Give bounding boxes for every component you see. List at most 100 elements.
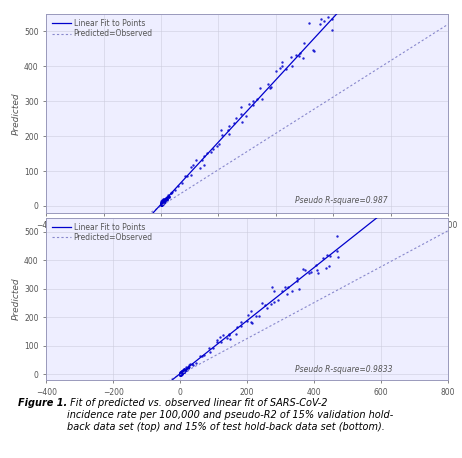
Point (158, 201, 166, 208)
Point (161, 196, 168, 204)
Point (178, 369, 185, 376)
Point (165, 193, 172, 201)
Point (178, 368, 185, 376)
Point (158, 202, 165, 209)
Point (158, 198, 165, 206)
Point (163, 194, 170, 202)
Point (159, 200, 167, 207)
Point (179, 367, 187, 374)
Point (160, 197, 167, 205)
Point (181, 368, 188, 375)
Point (177, 369, 184, 376)
Point (178, 368, 186, 375)
Point (176, 370, 184, 377)
Point (178, 370, 185, 377)
Point (225, 131, 232, 138)
Point (180, 367, 188, 374)
Point (268, 284, 276, 291)
Point (223, 335, 231, 342)
Point (333, 247, 340, 254)
Point (313, 266, 321, 273)
Point (334, 232, 341, 239)
Point (282, 65, 290, 72)
Point (158, 199, 165, 206)
Point (267, 84, 274, 91)
Point (219, 332, 227, 339)
Point (158, 200, 165, 207)
Point (176, 371, 183, 379)
Point (167, 189, 174, 196)
Point (158, 200, 166, 207)
Point (158, 200, 165, 207)
Point (288, 62, 295, 69)
Point (326, 252, 334, 260)
Point (259, 95, 266, 102)
Point (163, 193, 170, 200)
Point (178, 368, 186, 375)
Point (294, 278, 301, 285)
Point (160, 198, 167, 206)
Point (217, 338, 224, 345)
Point (177, 370, 184, 377)
Point (176, 370, 184, 377)
Point (238, 118, 246, 125)
Point (181, 366, 188, 373)
Point (213, 338, 221, 345)
Point (225, 122, 232, 130)
Point (326, 262, 333, 269)
Point (178, 369, 185, 376)
Point (178, 370, 185, 377)
Point (158, 202, 165, 209)
Point (244, 311, 251, 319)
Point (172, 186, 179, 194)
Point (184, 364, 191, 371)
Point (158, 200, 165, 207)
Point (178, 368, 185, 376)
Point (158, 201, 165, 208)
Point (180, 367, 187, 374)
Point (179, 368, 186, 376)
Point (159, 200, 166, 207)
Point (231, 120, 238, 127)
Point (178, 368, 186, 376)
Point (305, 20, 312, 27)
Point (177, 368, 184, 376)
Point (162, 196, 170, 203)
Point (177, 370, 184, 377)
Point (233, 331, 240, 338)
Point (158, 197, 165, 205)
Point (158, 200, 165, 207)
Point (179, 369, 186, 376)
Point (192, 157, 199, 164)
Point (158, 198, 166, 205)
Point (209, 145, 217, 153)
Point (213, 142, 220, 150)
Point (177, 369, 184, 376)
Point (158, 200, 165, 207)
Point (179, 368, 186, 376)
Point (179, 368, 186, 375)
Point (177, 369, 185, 376)
Point (180, 366, 188, 374)
Point (179, 369, 187, 376)
Point (226, 332, 233, 339)
Point (158, 200, 166, 207)
Point (182, 366, 189, 373)
Point (177, 370, 184, 377)
Text: Fit of predicted vs. observed linear fit of SARS-CoV-2
incidence rate per 100,00: Fit of predicted vs. observed linear fit… (67, 398, 393, 431)
Point (181, 366, 188, 373)
Point (178, 369, 186, 376)
Point (300, 40, 308, 47)
Point (210, 344, 217, 352)
Point (158, 201, 165, 208)
Point (284, 284, 291, 291)
Y-axis label: Predicted: Predicted (12, 278, 21, 320)
Point (185, 364, 193, 371)
Point (178, 369, 185, 376)
Point (161, 196, 169, 203)
Point (158, 201, 165, 208)
Point (161, 196, 168, 204)
Point (159, 198, 167, 206)
Point (243, 317, 251, 324)
Point (322, 265, 329, 272)
